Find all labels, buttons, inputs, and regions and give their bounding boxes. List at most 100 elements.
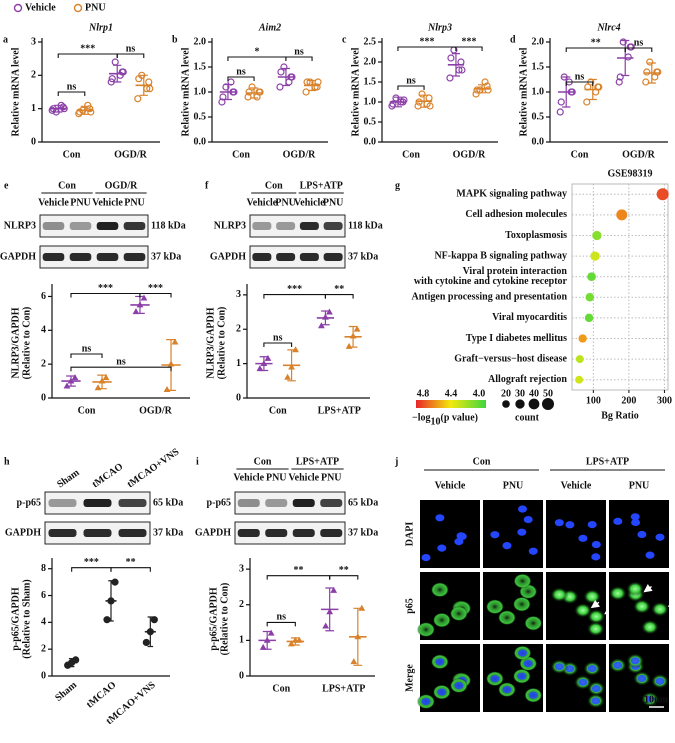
error-bar [166,339,176,391]
blot-frame [249,245,346,269]
axis [246,284,370,399]
significance-label: ns [116,356,126,367]
band [42,222,65,230]
lane-label: PNU [321,472,342,483]
row-label: p65 [404,598,415,614]
significance-bracket [455,46,483,51]
significance-bracket [71,567,112,572]
error-bar [325,587,335,632]
lane-label: Vehicle [288,472,319,483]
lane-label: PNU [70,197,91,208]
chart-title: Nlrp3 [427,22,452,33]
y-tick-label: 2 [236,324,241,335]
y-tick-label: 1.5 [532,61,545,72]
lane-label: PNU [124,197,145,208]
data-point [71,374,79,381]
arrow [643,584,653,593]
band [252,222,272,230]
significance-label: * [254,46,259,57]
legend-label: Vehicle [25,2,56,13]
significance-label: *** [80,43,95,54]
significance-label: ns [575,71,585,82]
significance-bracket [57,53,118,58]
y-tick-label: 1.0 [364,96,377,107]
chart-title: Aim2 [258,22,281,33]
y-axis-label: (Relative to Con) [219,583,230,656]
legend-marker [13,3,23,13]
arrow [667,598,675,608]
data-point [132,308,140,315]
nucleus [435,514,445,522]
x-tick-label: Con [63,149,81,160]
bubble [616,209,628,221]
lane-label: Vehicle [294,197,325,208]
significance-bracket [324,294,354,299]
significance-bracket [110,567,151,572]
error-bar [348,325,358,348]
x-tick-label: Con [78,405,96,416]
term-label: Type I diabetes mellitus [466,333,567,344]
y-tick-label: 2.0 [194,36,207,47]
data-point [557,98,565,106]
lane-label: PNU [503,480,524,491]
y-tick-label: 0 [239,670,244,681]
kda-label: 118 kDa [348,220,383,231]
panel-letter: c [342,34,347,45]
data-point [276,83,284,91]
error-bar [262,630,272,650]
panel-letter: d [510,34,516,45]
data-point [108,75,116,83]
band [299,222,319,230]
nucleus [587,665,597,673]
size-legend-label: 20 [501,388,511,399]
data-point [345,342,353,349]
error-bar [287,349,296,382]
x-tick-label: Con [232,149,250,160]
y-axis-label: Relative mRNA level [350,47,361,136]
nucleus [435,658,445,666]
error-bar [259,356,269,372]
error-bar [139,74,148,96]
band [48,499,77,507]
y-axis-label: NLRP3/GAPDH [10,307,21,378]
lane-label: Vehicle [92,197,123,208]
band [323,253,343,261]
group-label: OGD/R [105,180,139,191]
significance-label: ns [126,43,136,54]
nucleus [517,528,527,536]
p65-cell [632,598,651,614]
chart-title: GSE98319 [607,168,652,179]
band [123,253,146,261]
y-tick-label: 0.0 [532,136,545,147]
bubble [575,355,584,364]
nucleus [637,530,647,539]
colorbar-title: 10 [430,416,440,427]
band [320,529,343,537]
error-bar [451,53,461,77]
term-label: Cell adhesion molecules [465,209,567,220]
y-tick-label: 6 [41,590,46,601]
significance-bracket [227,76,255,81]
panel-letter: g [395,180,400,191]
p65-cell [608,585,627,601]
x-tick-label: 100 [586,395,601,406]
nucleus [528,547,538,555]
y-axis-label: Relative mRNA level [518,47,529,136]
error-bar [353,607,363,666]
term-label: Graft−versus−host disease [454,353,567,364]
data-point [135,75,143,83]
y-tick-label: 2.0 [364,56,377,67]
data-point [103,616,111,624]
y-tick-label: 6 [41,291,46,302]
data-point [142,638,150,647]
blot-frame [234,491,346,515]
group-label: LPS+ATP [586,456,629,467]
data-point [556,108,564,116]
error-bar [113,64,122,83]
nucleus [591,684,601,693]
y-tick-label: 4 [41,617,46,628]
p65-cell [550,587,569,603]
error-bar [393,96,403,108]
x-tick-label: Sham [53,679,79,704]
